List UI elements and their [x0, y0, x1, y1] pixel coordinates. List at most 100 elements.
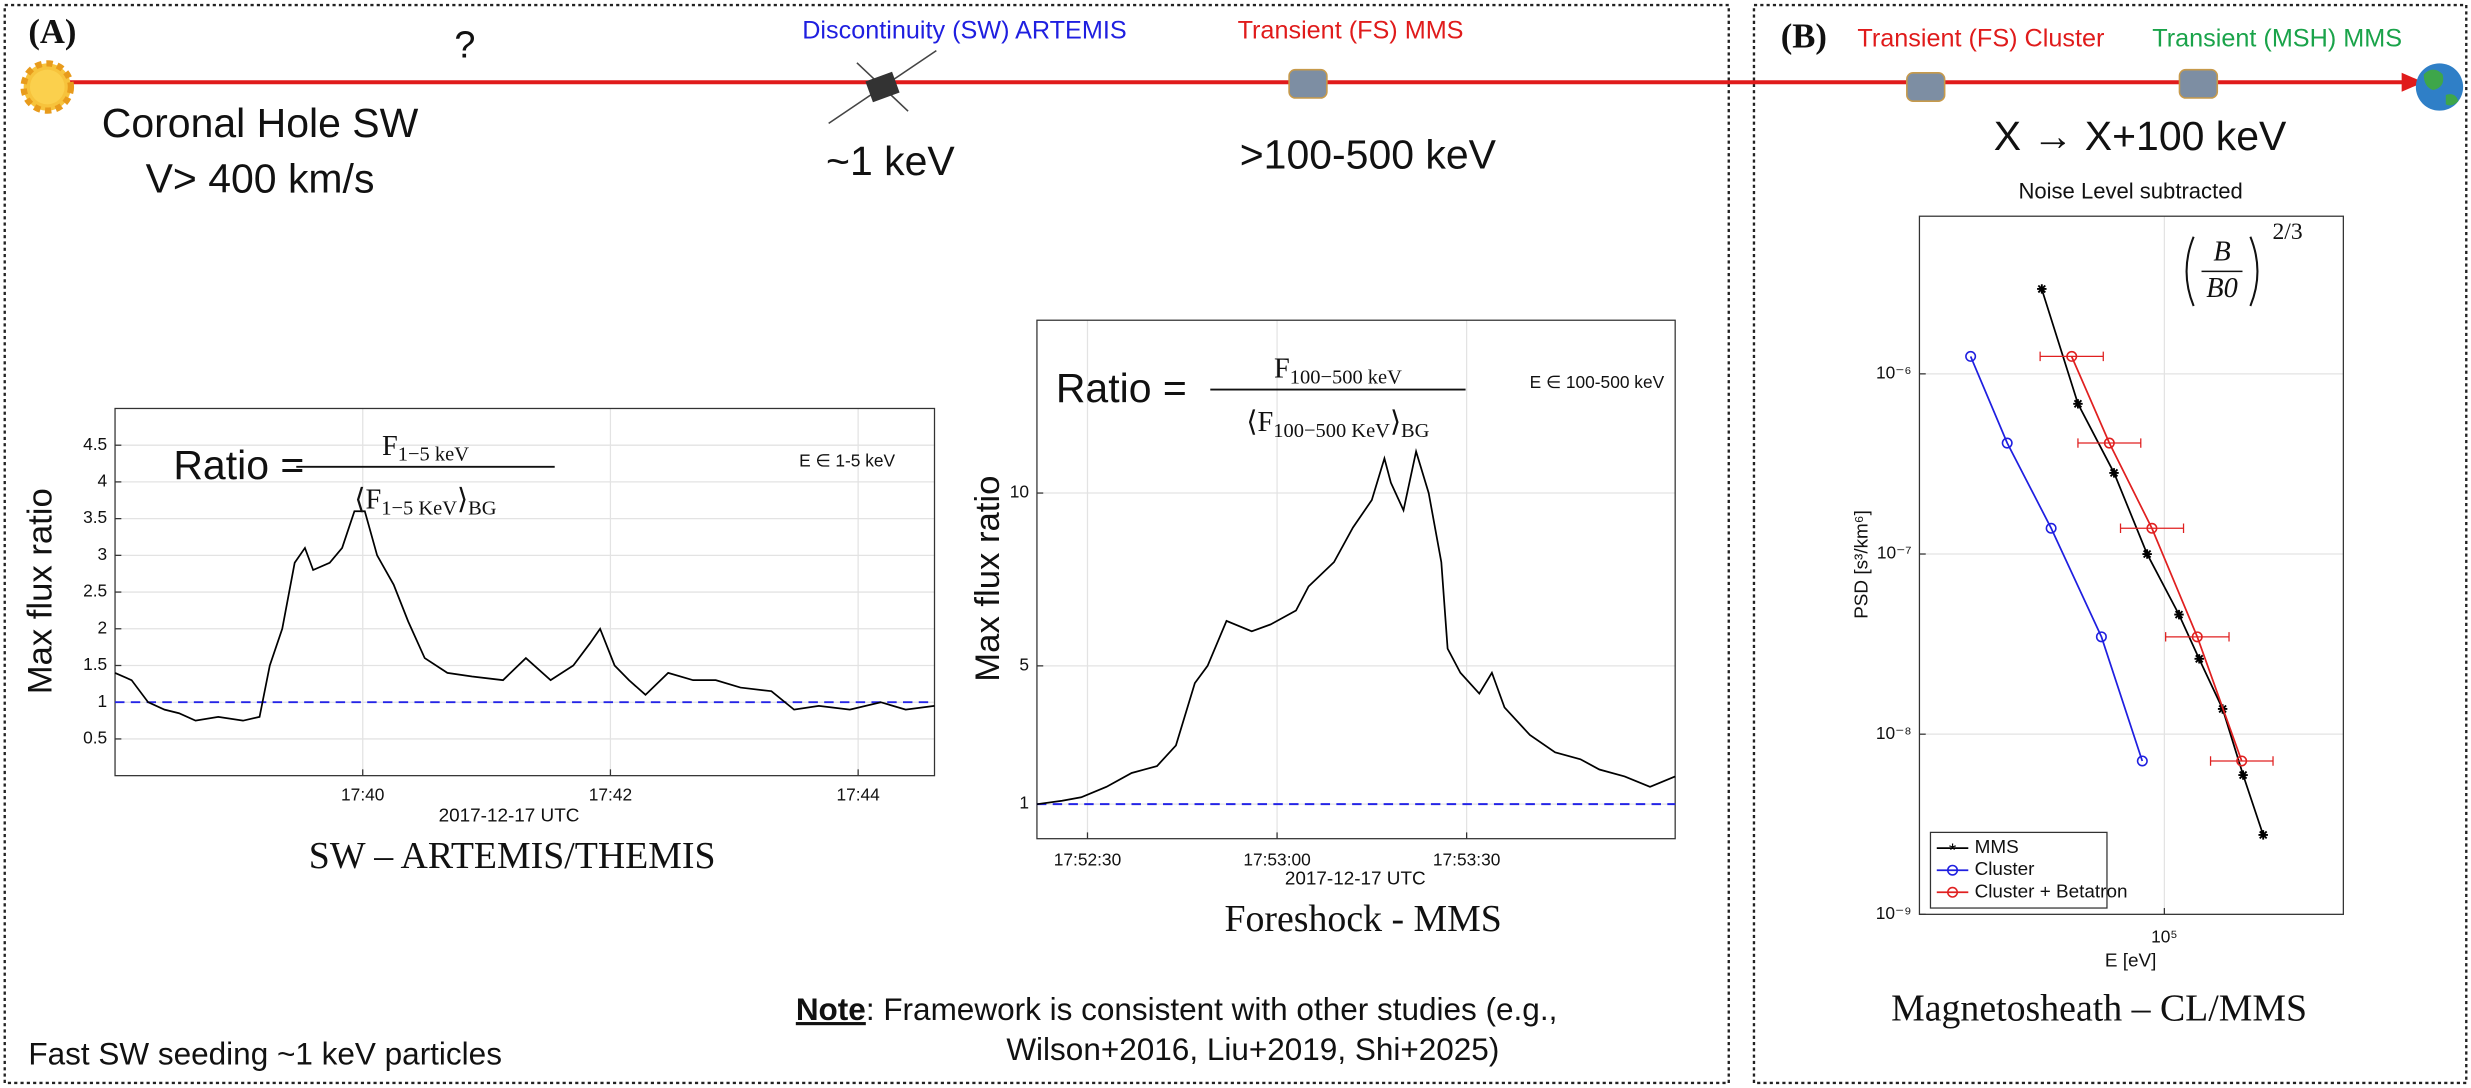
marker [2258, 830, 2268, 840]
marker [2238, 770, 2248, 780]
note-line: Wilson+2016, Liu+2019, Shi+2025) [1006, 1031, 1499, 1067]
energy-range-label: E ∈ 1-5 keV [799, 451, 895, 471]
plot-area [1036, 320, 1676, 839]
caption: Foreshock - MMS [1224, 898, 1501, 940]
plot-area [1919, 216, 2344, 915]
marker [2103, 437, 2115, 449]
formula-lhs: Ratio = [173, 442, 304, 488]
y-tick-label: 4.5 [83, 434, 107, 454]
marker [2073, 399, 2083, 409]
formula-exponent: 2/3 [2272, 219, 2302, 245]
y-axis-label: PSD [s³/km⁶] [1852, 510, 1873, 619]
sun [20, 60, 75, 114]
legend-label: Cluster [1975, 859, 2035, 880]
formula-part: ⟨F [1246, 407, 1273, 438]
unknown-label: ? [454, 25, 475, 67]
note-line: Note: Framework is consistent with other… [796, 991, 1558, 1027]
earth [2415, 63, 2464, 111]
site-label: Discontinuity (SW) ARTEMIS [802, 16, 1126, 44]
y-tick-label: 0.5 [83, 728, 107, 748]
y-tick-label: 10⁻⁷ [1877, 543, 1912, 563]
panel-label: (B) [1781, 18, 1827, 56]
formula-denominator: ⟨F1−5 KeV⟩BG [354, 484, 496, 519]
x-tick-label: 17:52:30 [1054, 849, 1121, 869]
panel-b-frame [1752, 3, 2468, 1085]
x-tick-label: 17:53:30 [1433, 849, 1500, 869]
x-axis-label: 2017-12-17 UTC [439, 806, 580, 827]
site-label: Transient (MSH) MMS [2152, 24, 2402, 52]
formula-part: ⟨F [354, 484, 381, 515]
x-tick-label: 17:42 [589, 785, 632, 805]
satellite-mms-msh [2178, 68, 2219, 99]
error-bar [2165, 632, 2230, 642]
legend-label: MMS [1975, 837, 2019, 858]
satellite-artemis [828, 49, 937, 125]
plot-frame [114, 407, 936, 777]
energy-label: X → X+100 keV [1994, 113, 2287, 159]
formula-part: ⟩ [457, 484, 468, 515]
site-label: Transient (FS) MMS [1238, 16, 1464, 44]
flow-arrow [2401, 72, 2424, 92]
formula-part: 1−5 keV [398, 443, 469, 465]
formula-part: 100−500 keV [1290, 366, 1402, 388]
site-label: Transient (FS) Cluster [1857, 24, 2104, 52]
plot-frame [1918, 215, 2344, 915]
marker [2194, 654, 2204, 664]
energy-label: >100-500 keV [1240, 132, 1497, 178]
marker [2136, 755, 2148, 767]
data-line [1036, 448, 1676, 806]
formula-part: ⟩ [1390, 407, 1401, 438]
formula-part: F [382, 430, 398, 461]
marker [2109, 468, 2119, 478]
x-tick-label: 17:53:00 [1243, 849, 1310, 869]
y-tick-label: 1 [98, 691, 108, 711]
data-line [114, 510, 935, 722]
y-tick-label: 3.5 [83, 507, 107, 527]
satellite-mms [1288, 68, 1328, 99]
marker [2142, 549, 2152, 559]
paren [2185, 236, 2259, 307]
note-text: : Framework is consistent with other stu… [866, 991, 1558, 1027]
marker [2066, 350, 2078, 362]
panel-a-frame [3, 3, 1730, 1085]
marker [2236, 755, 2248, 767]
x-tick-label: 17:44 [836, 785, 880, 805]
legend-marker: * [1949, 840, 1957, 861]
y-axis-label: Max flux ratio [969, 476, 1007, 682]
y-tick-label: 2 [98, 617, 108, 637]
data-line [1969, 356, 2144, 762]
y-tick-label: 3 [98, 544, 108, 564]
formula-part: F [1274, 353, 1290, 384]
marker [2001, 437, 2013, 449]
legend-marker [1947, 864, 1959, 876]
marker [2191, 631, 2203, 643]
footer-text: Fast SW seeding ~1 keV particles [28, 1035, 502, 1071]
x-axis-label: 2017-12-17 UTC [1285, 869, 1426, 890]
caption: SW – ARTEMIS/THEMIS [309, 835, 716, 877]
energy-label: ~1 keV [826, 138, 955, 184]
legend-marker [1947, 886, 1959, 898]
y-tick-label: 1.5 [83, 654, 107, 674]
note-keyword: Note [796, 991, 866, 1027]
formula-part: BG [1401, 420, 1430, 442]
x-axis-label: E [eV] [2105, 951, 2157, 972]
plot-frame [1036, 319, 1676, 840]
energy-range-label: E ∈ 100-500 keV [1530, 372, 1665, 392]
y-tick-label: 10⁻⁹ [1876, 903, 1912, 923]
panel-label: (A) [28, 13, 76, 51]
marker [2146, 522, 2158, 534]
marker [2095, 631, 2107, 643]
formula-numerator: F1−5 keV [382, 430, 469, 465]
formula-part: 1−5 KeV [381, 497, 457, 519]
y-tick-label: 2.5 [83, 581, 107, 601]
formula-denominator: B0 [2206, 273, 2238, 304]
caption: Magnetosheath – CL/MMS [1891, 988, 2307, 1030]
x-tick-label: 10⁵ [2151, 927, 2177, 947]
y-tick-label: 10⁻⁸ [1876, 723, 1912, 743]
y-tick-label: 1 [1019, 793, 1029, 813]
y-tick-label: 10⁻⁶ [1876, 362, 1912, 382]
formula-numerator: B [2213, 237, 2230, 268]
marker [2174, 609, 2184, 620]
